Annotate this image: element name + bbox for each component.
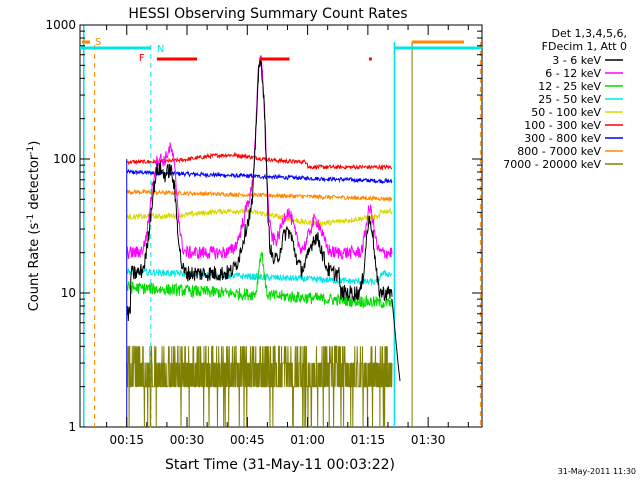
series-line-3-6-kev bbox=[126, 58, 393, 322]
y-tick-label: 10 bbox=[61, 286, 76, 300]
y-axis-label: Count Rate (s-1 detector-1) bbox=[26, 141, 42, 312]
series-line-25-50-kev bbox=[126, 266, 393, 286]
series-line-12-25-kev bbox=[126, 251, 393, 309]
series-line-100-300-kev bbox=[126, 151, 392, 171]
legend-header-1: Det 1,3,4,5,6, bbox=[551, 27, 627, 40]
x-tick-label: 01:15 bbox=[351, 433, 386, 447]
saa-flag-label: S bbox=[95, 37, 101, 48]
legend-label: 3 - 6 keV bbox=[552, 54, 601, 67]
series-line-7000-20000-kev bbox=[126, 345, 393, 428]
y-axis-label-sup2: -1 bbox=[26, 146, 36, 155]
x-axis-label: Start Time (31-May-11 00:03:22) bbox=[165, 457, 395, 473]
series-line-300-800-kev bbox=[126, 168, 393, 185]
y-tick-label: 100 bbox=[53, 152, 76, 166]
plot-frame bbox=[79, 24, 483, 428]
legend-label: 7000 - 20000 keV bbox=[503, 158, 601, 171]
legend-label: 800 - 7000 keV bbox=[517, 145, 601, 158]
axes: 1 10 100 1000 00:15 00:30 00:45 01:00 01:15 01:30 bbox=[45, 18, 482, 447]
flag-markers: S N F bbox=[80, 37, 482, 64]
legend-label: 6 - 12 keV bbox=[545, 67, 601, 80]
x-tick-label: 00:45 bbox=[230, 433, 265, 447]
series-layer bbox=[126, 55, 401, 428]
x-tick-label: 01:00 bbox=[290, 433, 325, 447]
legend-label: 25 - 50 keV bbox=[538, 93, 601, 106]
night-flag-label: N bbox=[157, 44, 164, 55]
y-tick-label: 1 bbox=[68, 420, 76, 434]
flare-flag-label: F bbox=[139, 53, 145, 64]
x-tick-label: 00:15 bbox=[109, 433, 144, 447]
y-axis-label-mid: detector bbox=[27, 154, 42, 214]
y-tick-label: 1000 bbox=[45, 18, 76, 32]
timestamp: 31-May-2011 11:30 bbox=[558, 467, 636, 476]
background-lines bbox=[82, 25, 481, 427]
series-line-50-100-kev bbox=[126, 207, 393, 228]
x-tick-label: 01:30 bbox=[411, 433, 446, 447]
legend-label: 12 - 25 keV bbox=[538, 80, 601, 93]
legend-header-2: FDecim 1, Att 0 bbox=[542, 40, 627, 53]
legend-label: 50 - 100 keV bbox=[531, 106, 601, 119]
legend-label: 300 - 800 keV bbox=[524, 132, 601, 145]
y-axis-label-main: Count Rate (s bbox=[27, 223, 42, 312]
series-3-6-kev-end bbox=[391, 299, 401, 382]
series-line-800-7000-kev bbox=[126, 188, 393, 203]
y-axis-label-end: ) bbox=[27, 141, 42, 146]
legend-label: 100 - 300 keV bbox=[524, 119, 601, 132]
x-tick-label: 00:30 bbox=[170, 433, 205, 447]
legend: Det 1,3,4,5,6, FDecim 1, Att 0 3 - 6 keV… bbox=[503, 27, 627, 171]
chart-title: HESSI Observing Summary Count Rates bbox=[128, 6, 407, 22]
y-axis-label-sup1: -1 bbox=[26, 214, 36, 223]
